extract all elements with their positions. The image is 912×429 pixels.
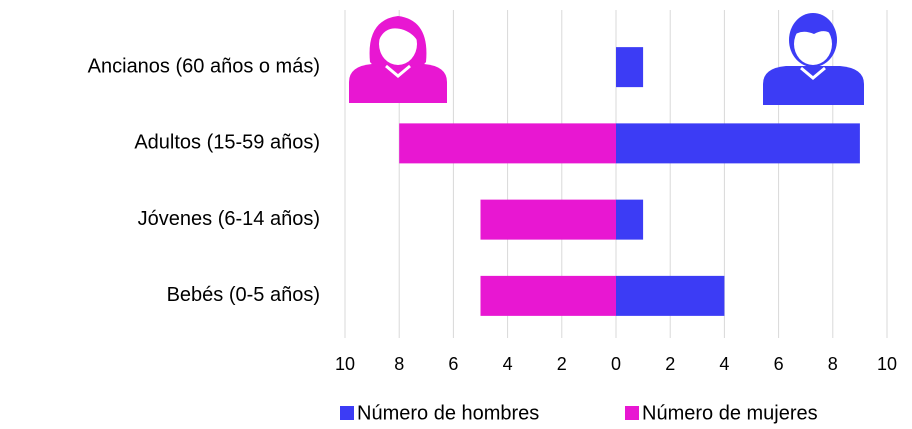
y-tick-label: Bebés (0-5 años) <box>167 284 320 306</box>
bar <box>399 123 616 164</box>
bar <box>480 199 616 240</box>
legend-swatch <box>625 406 639 420</box>
x-tick-label: 2 <box>557 354 567 374</box>
bar <box>616 123 860 164</box>
x-tick-label: 8 <box>828 354 838 374</box>
legend-label: Número de mujeres <box>642 402 818 424</box>
bar <box>480 275 616 316</box>
x-tick-label: 6 <box>448 354 458 374</box>
legend-label: Número de hombres <box>357 402 539 424</box>
man-icon <box>763 13 864 105</box>
x-tick-label: 6 <box>774 354 784 374</box>
y-tick-label: Jóvenes (6-14 años) <box>138 208 320 230</box>
x-tick-label: 0 <box>611 354 621 374</box>
x-tick-label: 4 <box>719 354 729 374</box>
x-tick-label: 10 <box>335 354 355 374</box>
x-tick-label: 2 <box>665 354 675 374</box>
bar <box>616 47 644 88</box>
bar <box>616 275 725 316</box>
x-tick-label: 8 <box>394 354 404 374</box>
y-tick-label: Adultos (15-59 años) <box>134 132 320 154</box>
woman-icon <box>349 16 447 103</box>
x-tick-label: 4 <box>503 354 513 374</box>
y-tick-label: Ancianos (60 años o más) <box>88 55 320 77</box>
x-tick-label: 10 <box>877 354 897 374</box>
legend-swatch <box>340 406 354 420</box>
bar <box>616 199 644 240</box>
